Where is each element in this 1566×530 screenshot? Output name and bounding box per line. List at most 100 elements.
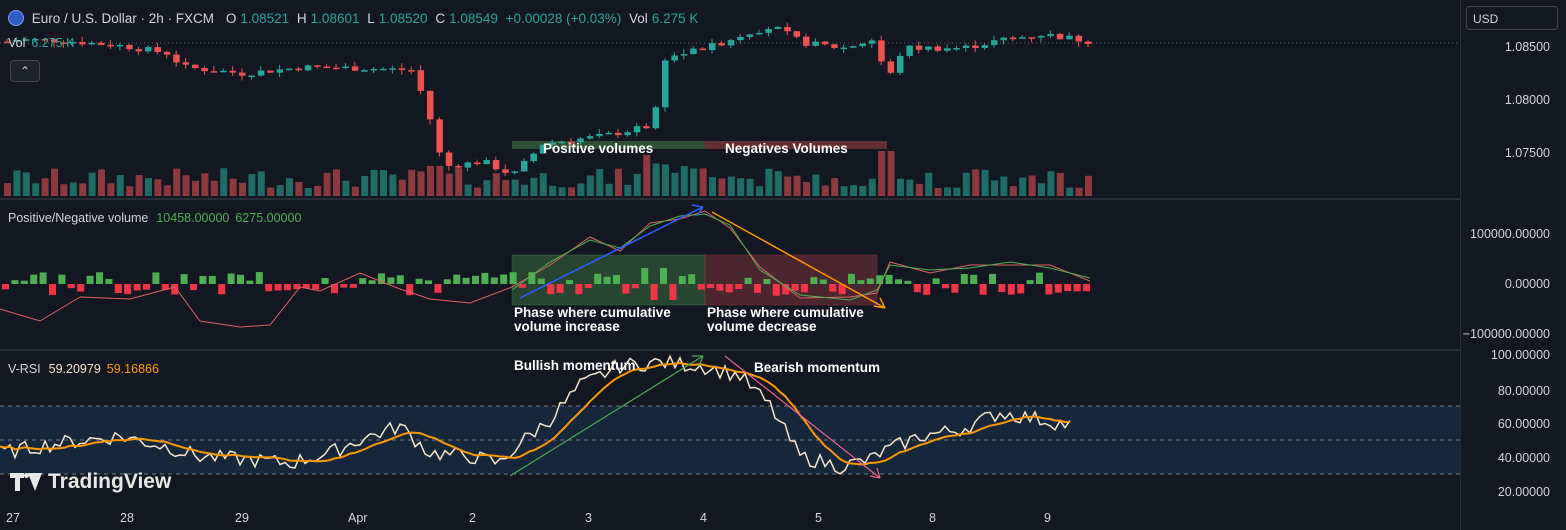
collapse-legend-button[interactable]: ⌃ <box>10 60 40 82</box>
pn-volume-bar <box>895 279 902 284</box>
volume-bar <box>643 154 651 196</box>
candle-body <box>709 43 716 51</box>
pn-volume-bar <box>669 284 677 300</box>
volume-bar <box>1066 187 1074 196</box>
candle-body <box>1009 37 1017 40</box>
candle-body <box>276 69 284 73</box>
pn-volume-bar <box>152 272 160 284</box>
volume-bar <box>474 187 481 196</box>
annotation-phase-decrease[interactable]: Phase where cumulative volume decrease <box>707 306 864 334</box>
pane-separator-top[interactable] <box>0 198 1460 200</box>
candle-body <box>342 66 349 68</box>
candle-body <box>539 144 547 154</box>
annotation-bullish[interactable]: Bullish momentum <box>514 358 636 373</box>
volume-bar <box>427 166 434 196</box>
candle-body <box>267 70 274 73</box>
pn-volume-bar <box>904 280 912 284</box>
pane-separator-bottom[interactable] <box>0 349 1460 351</box>
annotation-phase-increase[interactable]: Phase where cumulative volume increase <box>514 306 671 334</box>
volume-bar <box>483 180 491 196</box>
candle-body <box>98 42 105 45</box>
candle-body <box>643 126 650 129</box>
pn-volume-title[interactable]: Positive/Negative volume <box>8 211 149 225</box>
pn-volume-bar <box>772 284 780 296</box>
tradingview-logo-icon <box>10 473 42 491</box>
pn-volume-bar <box>406 284 414 296</box>
volume-bar <box>492 173 500 196</box>
price-axis-label: 1.07500 <box>1504 146 1550 160</box>
candle-body <box>850 46 857 48</box>
time-axis-label: 4 <box>700 511 707 525</box>
pn-volume-bar <box>443 279 451 284</box>
pn-volume-bar <box>30 274 38 284</box>
pn-volume-bar <box>1026 280 1034 284</box>
price-axis-label: 1.08000 <box>1504 93 1550 107</box>
pn-volume-bar <box>876 275 884 284</box>
volume-bar <box>417 171 425 196</box>
pn-volume-bar <box>716 284 724 291</box>
volume-bar <box>22 172 30 196</box>
volume-bar <box>79 183 87 196</box>
chevron-up-icon: ⌃ <box>19 64 31 78</box>
currency-label: USD <box>1473 12 1499 26</box>
volume-legend-label[interactable]: Vol <box>8 36 26 50</box>
pn-volume-bar <box>387 277 395 284</box>
volume-bar <box>1075 187 1083 196</box>
candle-body <box>1047 33 1054 37</box>
annotation-bearish[interactable]: Bearish momentum <box>754 360 881 375</box>
pn-volume-bar <box>528 272 536 284</box>
vrsi-title[interactable]: V-RSI <box>8 362 41 376</box>
pn-volume-bar <box>801 284 808 293</box>
annotation-line: Phase where cumulative <box>707 305 864 320</box>
candle-body <box>671 55 678 61</box>
volume-bar <box>897 178 904 196</box>
candle-body <box>972 45 979 49</box>
pn-volume-bar <box>1064 284 1072 292</box>
time-axis-label: 3 <box>585 511 592 525</box>
volume-bar <box>1038 183 1045 196</box>
pn-volume-bar <box>453 274 461 284</box>
pn-volume-bar <box>1054 284 1062 293</box>
pn-volume-bar <box>838 284 846 295</box>
pn-volume-bar <box>603 276 611 284</box>
volume-bar <box>812 174 820 196</box>
currency-selector[interactable]: USD <box>1466 6 1558 30</box>
pn-volume-bar <box>58 274 66 284</box>
high-label: H <box>296 11 307 26</box>
pn-volume-bar <box>218 284 226 295</box>
symbol-title[interactable]: Euro / U.S. Dollar · 2h · FXCM <box>31 11 215 26</box>
pn-volume-bar <box>575 284 583 295</box>
pn-volume-bar <box>255 272 263 284</box>
vrsi-line <box>0 354 1071 475</box>
candle-body <box>445 152 453 166</box>
candle-body <box>868 40 876 44</box>
tradingview-logo[interactable]: TradingView <box>10 470 171 494</box>
orange-arrowhead <box>873 297 886 309</box>
positive-volume-band <box>512 141 705 149</box>
candle-body <box>455 165 462 168</box>
volume-bar <box>774 171 782 196</box>
volume-bar <box>831 178 839 196</box>
pn-volume-bar <box>857 280 865 284</box>
candle-body <box>248 75 255 78</box>
candle-body <box>304 65 312 71</box>
annotation-positive-volumes[interactable]: Positive volumes <box>543 141 654 156</box>
volume-bar <box>624 184 632 196</box>
candle-body <box>79 41 86 45</box>
candle-body <box>163 51 171 55</box>
candle-body <box>1056 33 1064 40</box>
volume-bar <box>4 183 11 196</box>
tradingview-brand: TradingView <box>48 470 172 493</box>
candle-body <box>511 171 519 173</box>
vrsi-value: 59.20979 <box>48 362 101 376</box>
volume-bar <box>953 187 961 196</box>
pn-volume-bar <box>650 284 658 300</box>
open-label: O <box>225 11 237 26</box>
time-axis-label: 29 <box>235 511 249 525</box>
pn-axis-label: 100000.00000 <box>1470 227 1550 241</box>
annotation-negative-volumes[interactable]: Negatives Volumes <box>725 141 848 156</box>
pn-volume-bar <box>998 284 1006 293</box>
volume-bar <box>934 187 942 196</box>
volume-bar <box>182 175 190 196</box>
